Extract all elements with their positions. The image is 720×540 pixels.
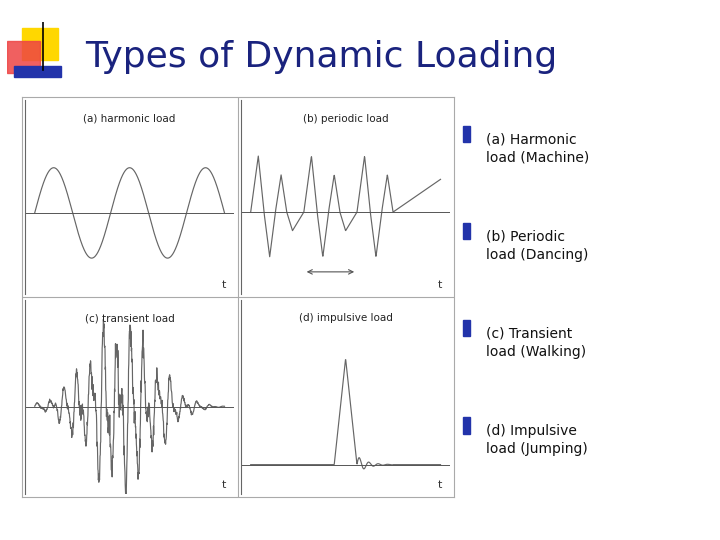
Text: Types of Dynamic Loading: Types of Dynamic Loading — [86, 40, 558, 74]
Text: (c) transient load: (c) transient load — [85, 313, 174, 323]
Text: (d) Impulsive
load (Jumping): (d) Impulsive load (Jumping) — [486, 424, 588, 456]
Polygon shape — [7, 41, 40, 73]
Text: t: t — [437, 480, 441, 490]
Text: (b) Periodic
load (Dancing): (b) Periodic load (Dancing) — [486, 230, 588, 262]
Text: t: t — [221, 480, 225, 490]
Polygon shape — [14, 66, 61, 77]
Text: t: t — [221, 280, 225, 291]
Bar — [464, 126, 470, 142]
Bar — [464, 417, 470, 434]
Text: t: t — [437, 280, 441, 291]
Bar — [464, 320, 470, 336]
Text: (a) harmonic load: (a) harmonic load — [84, 113, 176, 124]
Text: (d) impulsive load: (d) impulsive load — [299, 313, 392, 323]
Text: (a) Harmonic
load (Machine): (a) Harmonic load (Machine) — [486, 132, 589, 165]
Text: (b) periodic load: (b) periodic load — [303, 113, 388, 124]
Bar — [464, 223, 470, 239]
Text: (c) Transient
load (Walking): (c) Transient load (Walking) — [486, 327, 586, 359]
Polygon shape — [22, 28, 58, 60]
